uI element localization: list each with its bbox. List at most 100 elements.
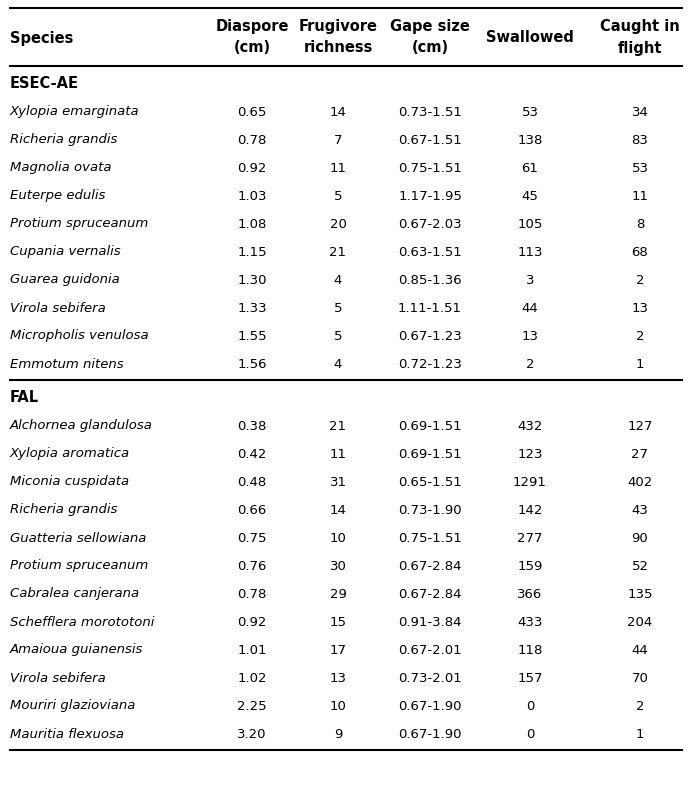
Text: 3.20: 3.20 xyxy=(237,727,266,740)
Text: 1.55: 1.55 xyxy=(237,330,267,343)
Text: 11: 11 xyxy=(329,448,347,461)
Text: 118: 118 xyxy=(518,643,543,656)
Text: 3: 3 xyxy=(526,273,534,287)
Text: Cupania vernalis: Cupania vernalis xyxy=(10,246,120,259)
Text: Virola sebifera: Virola sebifera xyxy=(10,671,106,684)
Text: 2: 2 xyxy=(636,700,644,713)
Text: 0.78: 0.78 xyxy=(237,133,266,146)
Text: 11: 11 xyxy=(632,190,648,203)
Text: 83: 83 xyxy=(632,133,648,146)
Text: 4: 4 xyxy=(334,357,342,371)
Text: Guarea guidonia: Guarea guidonia xyxy=(10,273,120,287)
Text: 0.65: 0.65 xyxy=(237,106,266,119)
Text: Guatteria sellowiana: Guatteria sellowiana xyxy=(10,532,147,545)
Text: 0.75-1.51: 0.75-1.51 xyxy=(398,162,462,175)
Text: 0.85-1.36: 0.85-1.36 xyxy=(398,273,462,287)
Text: 0.67-1.23: 0.67-1.23 xyxy=(398,330,462,343)
Text: Alchornea glandulosa: Alchornea glandulosa xyxy=(10,419,153,432)
Text: 43: 43 xyxy=(632,503,648,516)
Text: (cm): (cm) xyxy=(412,40,448,56)
Text: 0.67-2.84: 0.67-2.84 xyxy=(399,587,462,600)
Text: 432: 432 xyxy=(518,419,543,432)
Text: Mouriri glazioviana: Mouriri glazioviana xyxy=(10,700,136,713)
Text: 0.65-1.51: 0.65-1.51 xyxy=(398,475,462,489)
Text: 0.73-2.01: 0.73-2.01 xyxy=(398,671,462,684)
Text: Euterpe edulis: Euterpe edulis xyxy=(10,190,105,203)
Text: 44: 44 xyxy=(522,301,538,314)
Text: 1.11-1.51: 1.11-1.51 xyxy=(398,301,462,314)
Text: 0.66: 0.66 xyxy=(237,503,266,516)
Text: 0.78: 0.78 xyxy=(237,587,266,600)
Text: 157: 157 xyxy=(517,671,543,684)
Text: 14: 14 xyxy=(329,106,347,119)
Text: Virola sebifera: Virola sebifera xyxy=(10,301,106,314)
Text: 0.67-1.90: 0.67-1.90 xyxy=(399,700,462,713)
Text: flight: flight xyxy=(618,40,662,56)
Text: 27: 27 xyxy=(632,448,648,461)
Text: 1.17-1.95: 1.17-1.95 xyxy=(398,190,462,203)
Text: Cabralea canjerana: Cabralea canjerana xyxy=(10,587,139,600)
Text: 1.15: 1.15 xyxy=(237,246,267,259)
Text: Frugivore: Frugivore xyxy=(298,19,378,33)
Text: Caught in: Caught in xyxy=(600,19,680,33)
Text: 0.92: 0.92 xyxy=(237,162,266,175)
Text: Gape size: Gape size xyxy=(390,19,470,33)
Text: 0.75: 0.75 xyxy=(237,532,266,545)
Text: Emmotum nitens: Emmotum nitens xyxy=(10,357,124,371)
Text: 13: 13 xyxy=(522,330,538,343)
Text: FAL: FAL xyxy=(10,390,39,406)
Text: 1291: 1291 xyxy=(513,475,547,489)
Text: 113: 113 xyxy=(517,246,543,259)
Text: 8: 8 xyxy=(636,217,644,230)
Text: Miconia cuspidata: Miconia cuspidata xyxy=(10,475,129,489)
Text: 1.08: 1.08 xyxy=(237,217,266,230)
Text: 0.67-1.51: 0.67-1.51 xyxy=(398,133,462,146)
Text: 9: 9 xyxy=(334,727,342,740)
Text: 0.67-2.03: 0.67-2.03 xyxy=(398,217,462,230)
Text: 0.73-1.51: 0.73-1.51 xyxy=(398,106,462,119)
Text: 30: 30 xyxy=(329,559,347,573)
Text: 0: 0 xyxy=(526,700,534,713)
Text: 433: 433 xyxy=(518,616,543,629)
Text: 0.75-1.51: 0.75-1.51 xyxy=(398,532,462,545)
Text: 0.38: 0.38 xyxy=(237,419,266,432)
Text: 366: 366 xyxy=(518,587,543,600)
Text: 13: 13 xyxy=(329,671,347,684)
Text: 0.67-2.84: 0.67-2.84 xyxy=(399,559,462,573)
Text: 1: 1 xyxy=(636,357,644,371)
Text: 1.30: 1.30 xyxy=(237,273,266,287)
Text: 21: 21 xyxy=(329,419,347,432)
Text: 20: 20 xyxy=(329,217,347,230)
Text: 5: 5 xyxy=(334,330,343,343)
Text: 70: 70 xyxy=(632,671,648,684)
Text: Xylopia aromatica: Xylopia aromatica xyxy=(10,448,130,461)
Text: 204: 204 xyxy=(628,616,653,629)
Text: Protium spruceanum: Protium spruceanum xyxy=(10,217,148,230)
Text: 52: 52 xyxy=(632,559,648,573)
Text: 1.02: 1.02 xyxy=(237,671,266,684)
Text: Schefflera morototoni: Schefflera morototoni xyxy=(10,616,154,629)
Text: 53: 53 xyxy=(632,162,648,175)
Text: richness: richness xyxy=(303,40,373,56)
Text: 0.67-1.90: 0.67-1.90 xyxy=(399,727,462,740)
Text: 10: 10 xyxy=(329,532,347,545)
Text: 53: 53 xyxy=(522,106,538,119)
Text: 277: 277 xyxy=(517,532,543,545)
Text: 5: 5 xyxy=(334,190,343,203)
Text: 10: 10 xyxy=(329,700,347,713)
Text: 21: 21 xyxy=(329,246,347,259)
Text: 1.56: 1.56 xyxy=(237,357,266,371)
Text: Micropholis venulosa: Micropholis venulosa xyxy=(10,330,149,343)
Text: 15: 15 xyxy=(329,616,347,629)
Text: Swallowed: Swallowed xyxy=(486,31,574,45)
Text: 1.03: 1.03 xyxy=(237,190,266,203)
Text: 1: 1 xyxy=(636,727,644,740)
Text: 68: 68 xyxy=(632,246,648,259)
Text: 1.01: 1.01 xyxy=(237,643,266,656)
Text: Mauritia flexuosa: Mauritia flexuosa xyxy=(10,727,124,740)
Text: 0.69-1.51: 0.69-1.51 xyxy=(398,448,462,461)
Text: 31: 31 xyxy=(329,475,347,489)
Text: Richeria grandis: Richeria grandis xyxy=(10,503,118,516)
Text: 135: 135 xyxy=(627,587,653,600)
Text: 90: 90 xyxy=(632,532,648,545)
